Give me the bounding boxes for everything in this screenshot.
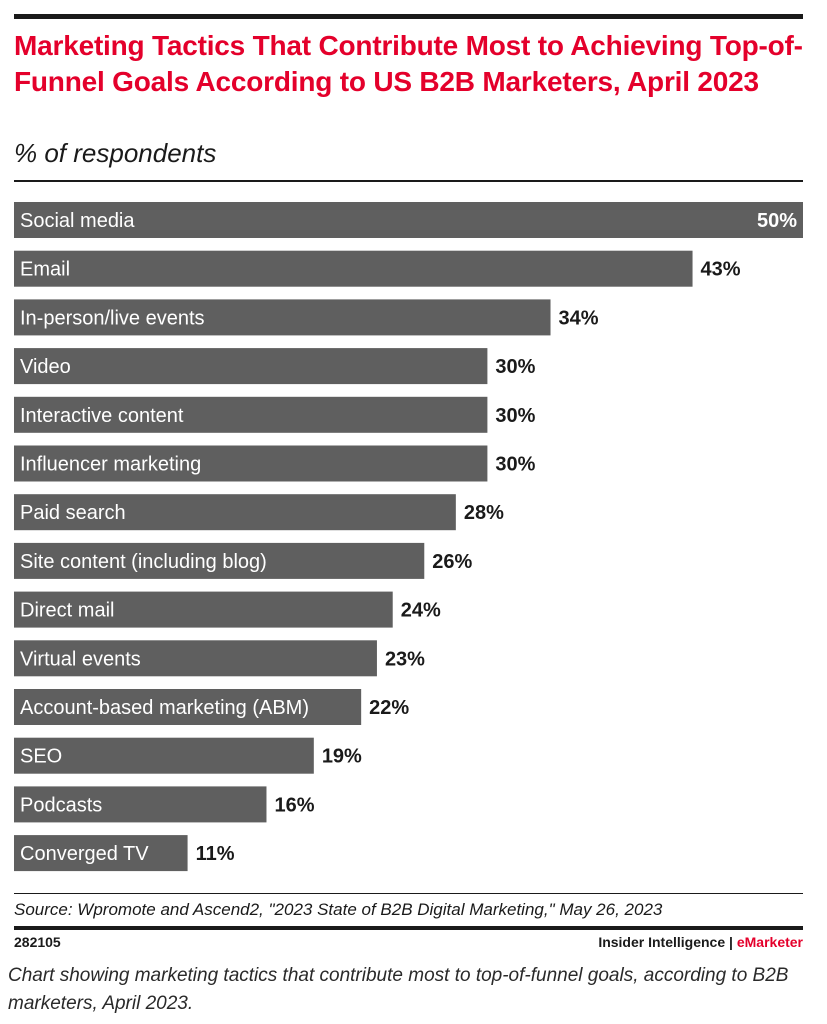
bar-13: [14, 835, 188, 872]
bar-category-label: Converged TV: [20, 843, 149, 865]
bar-value-label: 11%: [196, 843, 235, 865]
bar-category-label: Podcasts: [20, 794, 102, 816]
bar-8: [14, 591, 393, 628]
chart-title: Marketing Tactics That Contribute Most t…: [14, 30, 803, 97]
bar-3: [14, 348, 488, 385]
bar-1: [14, 250, 693, 287]
bar-10: [14, 689, 362, 725]
bar-value-label: 24%: [401, 600, 441, 622]
bar-value-label: 16%: [274, 794, 314, 816]
bar-value-label: 28%: [464, 502, 504, 524]
bar-category-label: Account-based marketing (ABM): [20, 697, 309, 719]
top-rule: [14, 14, 803, 19]
bar-category-label: SEO: [20, 746, 62, 768]
bar-11: [14, 737, 314, 774]
bar-value-label: 26%: [432, 551, 472, 573]
bar-0: [14, 202, 803, 238]
bar-category-label: Virtual events: [20, 648, 141, 670]
source-rule: [14, 893, 803, 894]
bar-value-label: 43%: [701, 259, 741, 281]
bar-value-label: 30%: [495, 405, 535, 427]
bar-value-label: 34%: [559, 307, 599, 329]
bar-value-label: 22%: [369, 697, 409, 719]
figure-caption: Chart showing marketing tactics that con…: [8, 965, 789, 1014]
bar-value-label: 23%: [385, 648, 425, 670]
bar-2: [14, 299, 551, 336]
bar-category-label: Influencer marketing: [20, 454, 201, 476]
bar-category-label: Video: [20, 356, 71, 378]
bar-value-label: 50%: [757, 210, 797, 232]
bar-category-label: Paid search: [20, 502, 126, 524]
bar-7: [14, 542, 425, 579]
brand-credit: Insider Intelligence | eMarketer: [598, 934, 803, 950]
brand-separator: |: [725, 934, 737, 950]
bar-12: [14, 786, 267, 823]
bar-category-label: In-person/live events: [20, 307, 205, 329]
bar-6: [14, 494, 456, 531]
brand-insider-intelligence: Insider Intelligence: [598, 934, 726, 950]
bar-category-label: Direct mail: [20, 600, 114, 622]
bar-value-label: 30%: [495, 454, 535, 476]
bar-chart: 50% Social media 43% Email 34% In-person/live…: [14, 202, 803, 872]
bar-category-label: Email: [20, 259, 70, 281]
chart-id: 282105: [14, 934, 61, 950]
bar-category-label: Interactive content: [20, 405, 184, 427]
bar-5: [14, 445, 488, 482]
bar-category-label: Social media: [20, 210, 135, 232]
bottom-rule: [14, 926, 803, 930]
bar-4: [14, 396, 488, 433]
subtitle-rule: [14, 180, 803, 182]
bar-value-label: 30%: [495, 356, 535, 378]
bar-9: [14, 640, 377, 677]
chart-subtitle: % of respondents: [14, 138, 217, 168]
bar-value-label: 19%: [322, 746, 362, 768]
bar-category-label: Site content (including blog): [20, 551, 267, 573]
source-note: Source: Wpromote and Ascend2, "2023 Stat…: [14, 900, 663, 919]
brand-emarketer: eMarketer: [736, 934, 803, 950]
